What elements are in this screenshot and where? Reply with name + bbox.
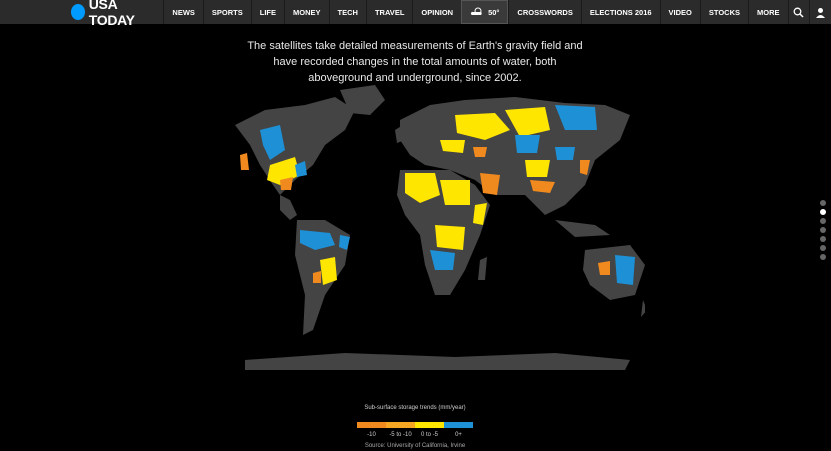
region-yellow-caucasus xyxy=(440,140,465,153)
region-orange-patagonia xyxy=(313,271,321,283)
nav-stocks[interactable]: STOCKS xyxy=(699,0,748,24)
nav-more[interactable]: MORE xyxy=(748,0,788,24)
land-north-america xyxy=(235,97,355,195)
land-antarctica xyxy=(245,353,630,370)
pager-dot-5[interactable] xyxy=(820,236,826,242)
nav-news[interactable]: NEWS xyxy=(163,0,203,24)
legend-label-0-to-minus-5: 0 to -5 xyxy=(420,432,438,438)
search-button[interactable] xyxy=(787,0,810,24)
region-yellow-central-africa xyxy=(435,225,465,250)
pager-dot-7[interactable] xyxy=(820,254,826,260)
legend-title: Sub-surface storage trends (mm/year) xyxy=(364,405,466,411)
pager-dot-4[interactable] xyxy=(820,227,826,233)
brand-name: USA TODAY xyxy=(88,0,135,28)
search-icon xyxy=(793,7,804,18)
region-yellow-sahara xyxy=(405,173,440,203)
region-orange-texas xyxy=(280,177,293,190)
lead-paragraph: The satellites take detailed measurement… xyxy=(247,40,583,84)
region-orange-china xyxy=(580,160,590,175)
legend-swatch-minus-5-to-minus-10 xyxy=(386,422,415,428)
nav-weather[interactable]: 50° xyxy=(461,0,509,24)
pager-dot-3[interactable] xyxy=(820,218,826,224)
region-blue-central-asia xyxy=(515,135,540,153)
land-greenland xyxy=(340,85,385,115)
nav-money[interactable]: MONEY xyxy=(284,0,329,24)
region-yellow-north-africa xyxy=(440,180,470,205)
land-australia xyxy=(583,245,645,300)
region-blue-mongolia xyxy=(555,147,575,160)
land-central-america xyxy=(280,195,297,220)
legend-swatch-0-plus xyxy=(444,422,473,428)
region-blue-east-siberia xyxy=(555,105,597,130)
world-water-map xyxy=(235,85,645,370)
slide-pager xyxy=(820,200,826,260)
weather-cloud-icon xyxy=(470,7,482,15)
land-indonesia xyxy=(555,220,610,237)
user-button[interactable] xyxy=(809,0,831,24)
legend-label-0-plus: 0+ xyxy=(455,432,462,438)
nav-life[interactable]: LIFE xyxy=(250,0,284,24)
top-navigation-bar: USA TODAY NEWS SPORTS LIFE MONEY TECH TR… xyxy=(0,0,831,28)
weather-temperature: 50° xyxy=(488,7,500,17)
region-yellow-west-siberia xyxy=(505,107,550,137)
region-orange-caspian xyxy=(473,147,487,157)
brand-dot-icon xyxy=(71,4,85,20)
legend-label-minus-10: -10 xyxy=(367,432,376,438)
region-blue-east-us xyxy=(295,161,307,177)
legend-swatch-0-to-minus-5 xyxy=(415,422,444,428)
land-new-zealand xyxy=(641,300,645,317)
land-madagascar xyxy=(478,257,487,280)
nav-sports[interactable]: SPORTS xyxy=(202,0,251,24)
pager-dot-6[interactable] xyxy=(820,245,826,251)
region-orange-middle-east xyxy=(480,173,500,195)
source-credit: Source: University of California, Irvine xyxy=(364,443,466,449)
region-blue-north-america xyxy=(260,125,285,160)
region-blue-australia xyxy=(615,255,635,285)
region-orange-west-us xyxy=(240,153,249,170)
legend-labels: -10 -5 to -10 0 to -5 0+ xyxy=(357,432,473,438)
region-blue-amazon xyxy=(300,230,335,250)
land-uk xyxy=(395,125,405,143)
nav-travel[interactable]: TRAVEL xyxy=(365,0,412,24)
nav-elections[interactable]: ELECTIONS 2016 xyxy=(580,0,660,24)
pager-dot-1[interactable] xyxy=(820,200,826,206)
legend-label-minus-5-to-minus-10: -5 to -10 xyxy=(389,432,412,438)
region-yellow-scandinavia xyxy=(455,113,510,140)
nav-crosswords[interactable]: CROSSWORDS xyxy=(508,0,580,24)
region-orange-india xyxy=(530,180,555,193)
pager-dot-2-active[interactable] xyxy=(820,209,826,215)
region-yellow-central-asia xyxy=(525,160,550,177)
nav-opinion[interactable]: OPINION xyxy=(412,0,461,24)
region-blue-south-africa xyxy=(430,250,455,270)
nav-tech[interactable]: TECH xyxy=(328,0,366,24)
legend-swatch-minus-10 xyxy=(357,422,386,428)
region-yellow-south-america xyxy=(320,257,337,285)
user-icon xyxy=(816,7,826,18)
region-orange-australia xyxy=(598,261,610,275)
region-blue-brazil-east xyxy=(339,235,350,250)
region-yellow-east-africa xyxy=(473,203,487,225)
nav-video[interactable]: VIDEO xyxy=(659,0,700,24)
legend-color-bar xyxy=(357,422,473,428)
brand-logo[interactable]: USA TODAY xyxy=(0,0,163,28)
